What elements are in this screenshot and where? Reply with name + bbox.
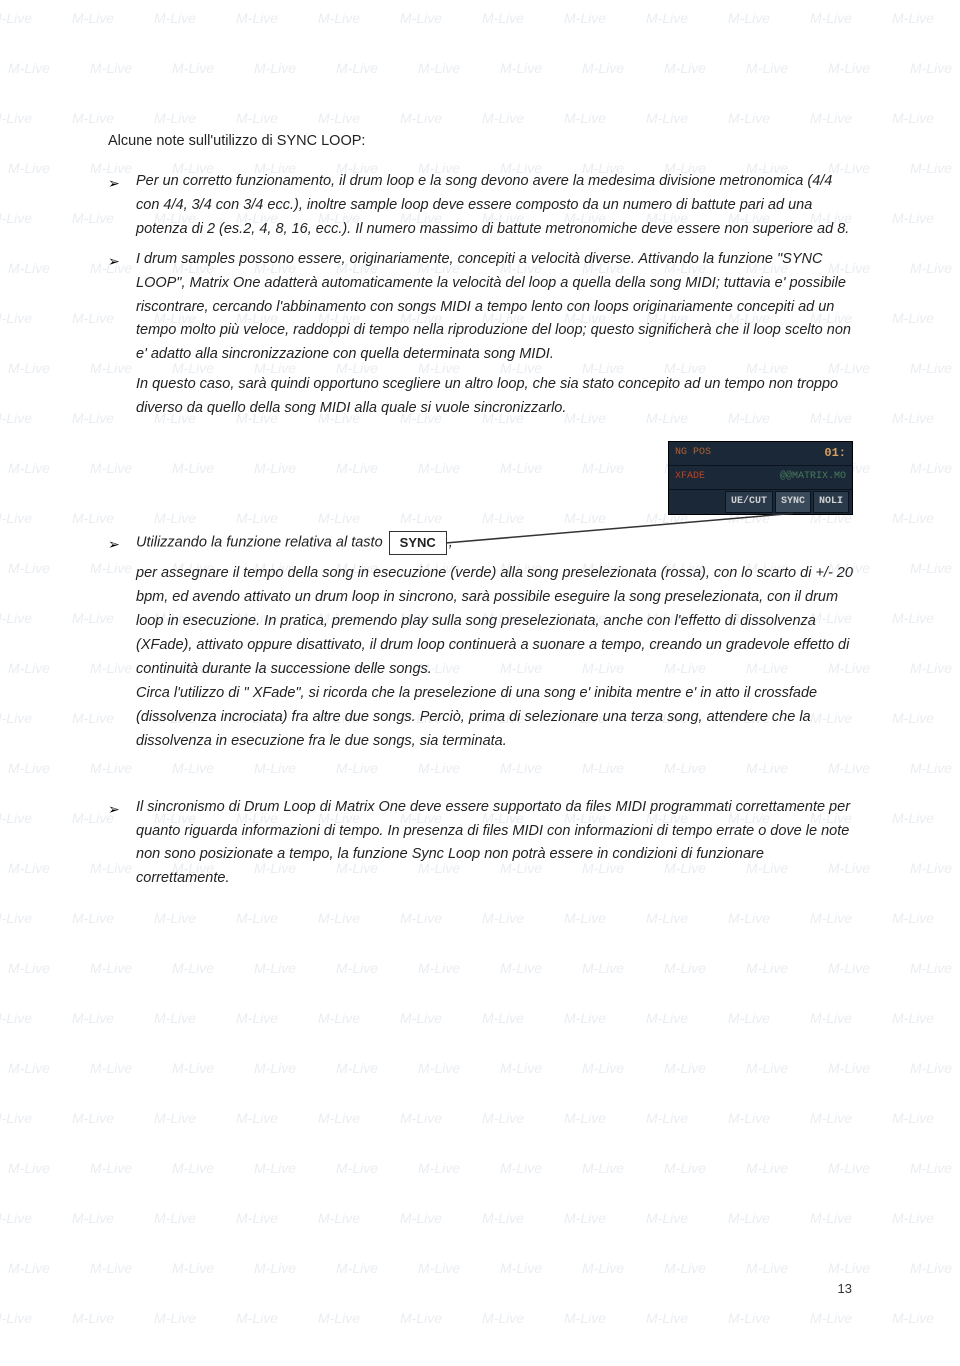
bullet-arrow-icon: ➢ — [108, 248, 136, 368]
mini-device-ui: NG POS 01: XFADE @@MATRIX.MO UE/CUT SYNC… — [668, 441, 853, 515]
mini-value: @@MATRIX.MO — [780, 469, 846, 486]
paragraph: In questo caso, sarà quindi opportuno sc… — [136, 373, 853, 421]
mini-button-sync: SYNC — [775, 491, 811, 514]
bullet-text: I drum samples possono essere, originari… — [136, 248, 853, 368]
bullet-arrow-icon: ➢ — [108, 531, 136, 556]
paragraph: Circa l'utilizzo di " XFade", si ricorda… — [136, 682, 853, 754]
bullet-item-4: ➢ Il sincronismo di Drum Loop di Matrix … — [108, 796, 853, 892]
bullet-text: Utilizzando la funzione relativa al tast… — [136, 531, 853, 556]
mini-label: XFADE — [675, 469, 780, 486]
mini-button-cut: UE/CUT — [725, 491, 773, 514]
bullet-arrow-icon: ➢ — [108, 796, 136, 892]
bullet-item-3: ➢ Utilizzando la funzione relativa al ta… — [108, 531, 853, 556]
bullet-text: Il sincronismo di Drum Loop di Matrix On… — [136, 796, 853, 892]
mini-value: 01: — [824, 444, 846, 464]
text-fragment: , — [449, 535, 453, 551]
section-heading: Alcune note sull'utilizzo di SYNC LOOP: — [108, 130, 853, 154]
bullet-item-2: ➢ I drum samples possono essere, origina… — [108, 248, 853, 368]
bullet-item-1: ➢ Per un corretto funzionamento, il drum… — [108, 170, 853, 242]
mini-button-noli: NOLI — [813, 491, 849, 514]
mini-ui-row: UE/CUT SYNC NOLI — [669, 490, 852, 514]
paragraph: per assegnare il tempo della song in ese… — [136, 562, 853, 682]
document-content: Alcune note sull'utilizzo di SYNC LOOP: … — [108, 130, 853, 897]
bullet-text: Per un corretto funzionamento, il drum l… — [136, 170, 853, 242]
mini-ui-row: NG POS 01: — [669, 442, 852, 466]
bullet-arrow-icon: ➢ — [108, 170, 136, 242]
page-number: 13 — [838, 1281, 852, 1296]
inline-screenshot: NG POS 01: XFADE @@MATRIX.MO UE/CUT SYNC… — [108, 441, 853, 515]
mini-label: NG POS — [675, 445, 824, 462]
text-fragment: Utilizzando la funzione relativa al tast… — [136, 535, 387, 551]
mini-ui-row: XFADE @@MATRIX.MO — [669, 466, 852, 490]
sync-inline-tag: SYNC — [389, 531, 447, 554]
